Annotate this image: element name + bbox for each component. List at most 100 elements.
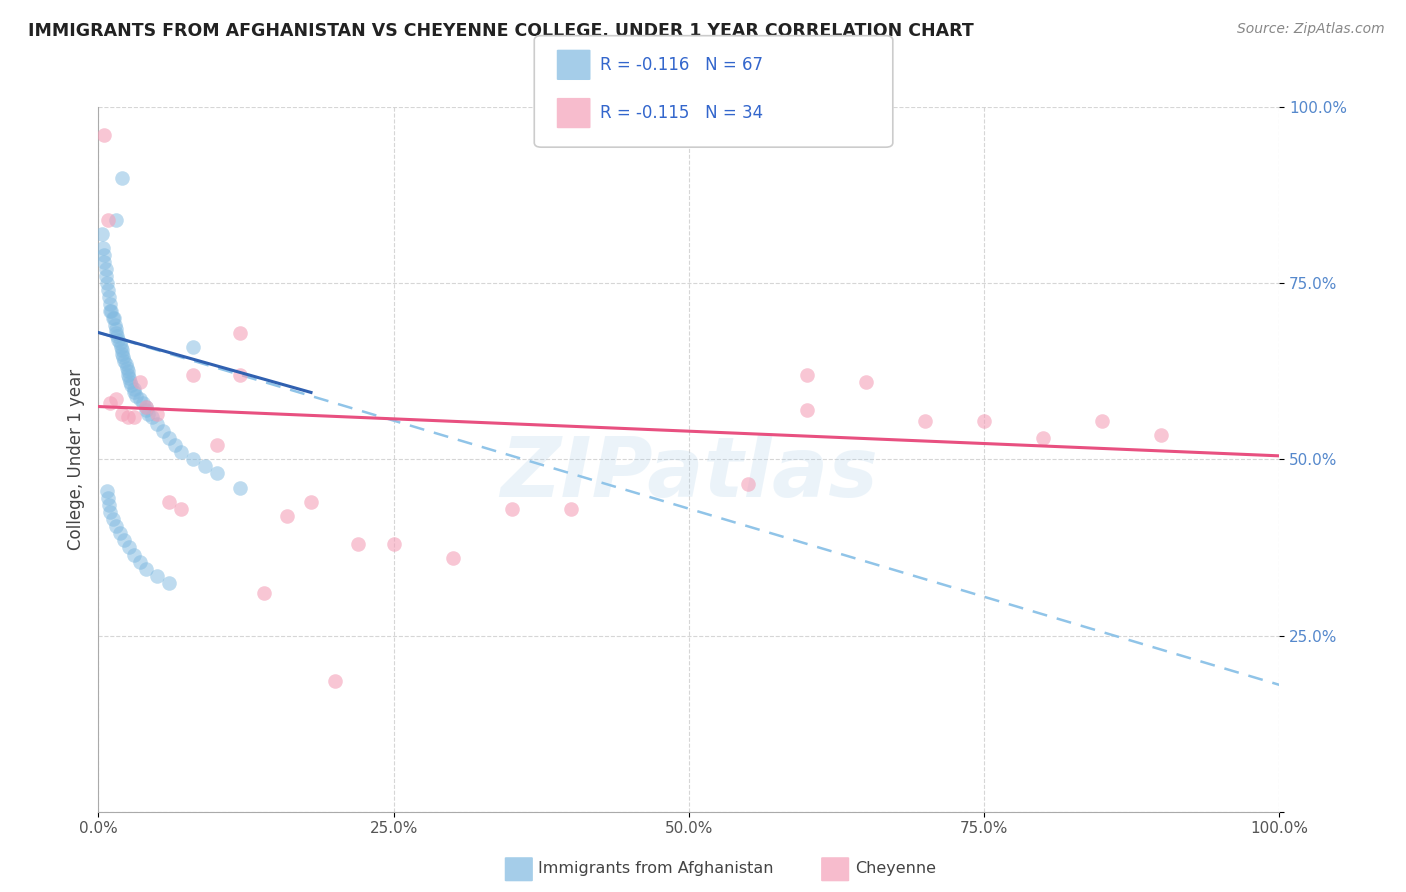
Point bbox=[93, 255, 115, 269]
Point bbox=[117, 364, 139, 378]
Point bbox=[93, 248, 115, 262]
Point bbox=[382, 537, 405, 551]
Point bbox=[135, 400, 157, 414]
Point bbox=[229, 368, 252, 382]
Point bbox=[125, 389, 148, 403]
Point bbox=[441, 551, 464, 566]
Point bbox=[91, 241, 114, 255]
Point bbox=[501, 501, 523, 516]
Point bbox=[299, 494, 322, 508]
Point bbox=[194, 459, 217, 474]
Point bbox=[108, 526, 131, 541]
Point bbox=[98, 297, 121, 311]
Point bbox=[796, 368, 818, 382]
Point bbox=[165, 438, 187, 452]
Point bbox=[117, 410, 139, 425]
Text: IMMIGRANTS FROM AFGHANISTAN VS CHEYENNE COLLEGE, UNDER 1 YEAR CORRELATION CHART: IMMIGRANTS FROM AFGHANISTAN VS CHEYENNE … bbox=[28, 22, 974, 40]
Point bbox=[105, 329, 128, 343]
Point bbox=[121, 378, 143, 392]
Point bbox=[120, 375, 142, 389]
Point bbox=[122, 385, 145, 400]
Point bbox=[128, 555, 150, 569]
Point bbox=[253, 586, 276, 600]
Point bbox=[98, 498, 121, 512]
Point bbox=[323, 674, 346, 689]
Point bbox=[111, 170, 134, 185]
Point bbox=[122, 548, 145, 562]
Point bbox=[98, 290, 121, 304]
Point bbox=[1032, 431, 1054, 445]
Point bbox=[1091, 414, 1114, 428]
Point bbox=[97, 491, 120, 505]
Point bbox=[108, 336, 131, 351]
Point bbox=[136, 407, 159, 421]
Point bbox=[135, 400, 157, 414]
Point bbox=[91, 227, 114, 241]
Point bbox=[117, 368, 139, 382]
Point bbox=[1150, 427, 1173, 442]
Point bbox=[114, 357, 136, 371]
Point bbox=[105, 322, 128, 336]
Point bbox=[229, 481, 252, 495]
Point bbox=[914, 414, 936, 428]
Point bbox=[181, 368, 204, 382]
Point bbox=[135, 403, 157, 417]
Point bbox=[111, 407, 134, 421]
Point bbox=[111, 343, 134, 358]
Point bbox=[98, 505, 121, 519]
Point bbox=[93, 128, 115, 143]
Point bbox=[276, 508, 298, 523]
Point bbox=[146, 568, 169, 582]
Point bbox=[97, 283, 120, 297]
Point bbox=[105, 519, 128, 533]
Point bbox=[229, 326, 252, 340]
Point bbox=[103, 311, 125, 326]
Y-axis label: College, Under 1 year: College, Under 1 year bbox=[66, 368, 84, 550]
Point bbox=[135, 561, 157, 575]
Point bbox=[170, 501, 193, 516]
Point bbox=[105, 392, 128, 407]
Point bbox=[111, 346, 134, 360]
Point bbox=[101, 512, 124, 526]
Point bbox=[122, 410, 145, 425]
Point bbox=[112, 533, 135, 548]
Point bbox=[105, 326, 128, 340]
Point bbox=[205, 438, 228, 452]
Point bbox=[107, 333, 129, 347]
Point bbox=[737, 477, 759, 491]
Point bbox=[105, 212, 128, 227]
Text: Immigrants from Afghanistan: Immigrants from Afghanistan bbox=[538, 862, 773, 876]
Point bbox=[97, 212, 120, 227]
Point bbox=[141, 410, 163, 425]
Point bbox=[112, 353, 135, 368]
Point bbox=[152, 424, 174, 438]
Point bbox=[118, 371, 141, 385]
Point bbox=[96, 277, 118, 291]
Point bbox=[96, 484, 118, 499]
Point bbox=[132, 396, 155, 410]
Point bbox=[115, 360, 138, 375]
Point bbox=[98, 304, 121, 318]
Point bbox=[112, 350, 135, 364]
Point bbox=[128, 392, 150, 407]
Text: ZIPatlas: ZIPatlas bbox=[501, 433, 877, 514]
Point bbox=[100, 304, 122, 318]
Point bbox=[110, 340, 132, 354]
Point bbox=[560, 501, 582, 516]
Point bbox=[94, 262, 117, 277]
Point bbox=[973, 414, 995, 428]
Point bbox=[146, 417, 169, 431]
Point bbox=[94, 269, 117, 284]
Point bbox=[855, 375, 877, 389]
Text: R = -0.116   N = 67: R = -0.116 N = 67 bbox=[600, 56, 763, 74]
Text: Source: ZipAtlas.com: Source: ZipAtlas.com bbox=[1237, 22, 1385, 37]
Point bbox=[157, 431, 180, 445]
Point bbox=[128, 375, 150, 389]
Point bbox=[122, 382, 145, 396]
Point bbox=[796, 403, 818, 417]
Text: Cheyenne: Cheyenne bbox=[855, 862, 936, 876]
Point bbox=[98, 396, 121, 410]
Point bbox=[157, 494, 180, 508]
Point bbox=[181, 452, 204, 467]
Point bbox=[157, 575, 180, 590]
